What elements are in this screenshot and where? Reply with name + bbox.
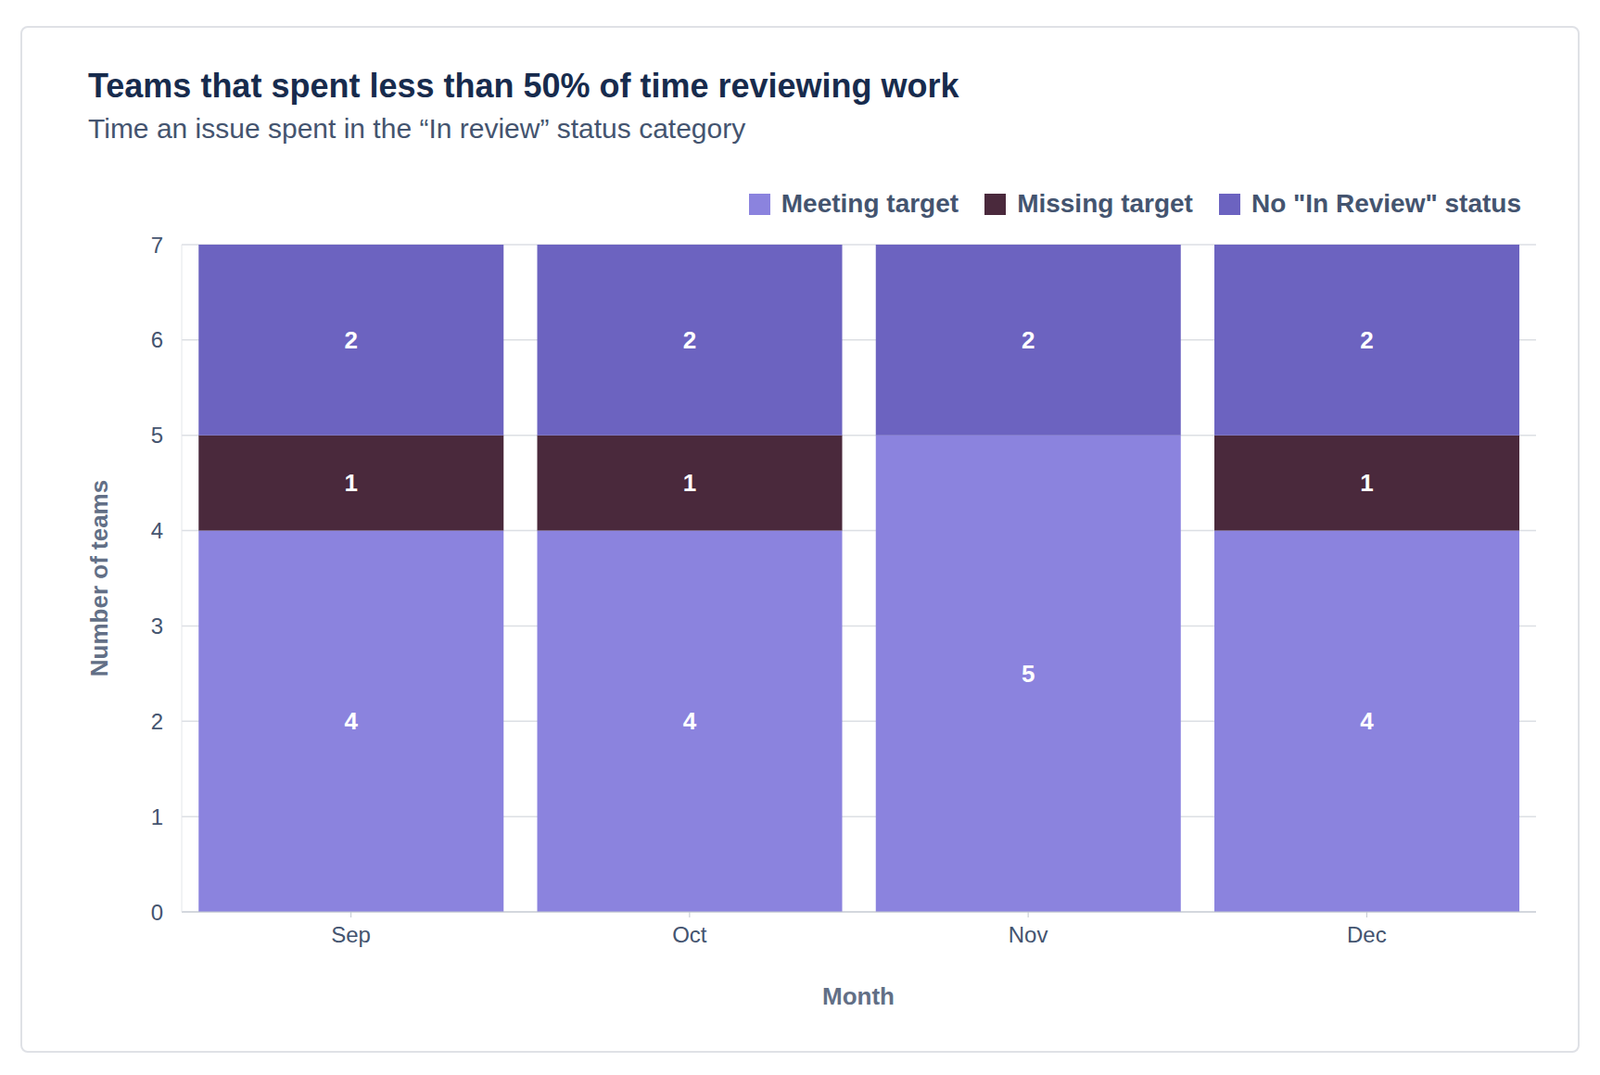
html-text:Meeting target: Meeting target <box>781 189 959 218</box>
html-text:No "In Review" status: No "In Review" status <box>1251 189 1522 218</box>
svg-text:2: 2 <box>1359 326 1373 355</box>
svg-text:Nov: Nov <box>1008 922 1049 948</box>
html-text:Month: Month <box>822 982 895 1010</box>
svg-text:Oct: Oct <box>672 922 708 948</box>
svg-text:4: 4 <box>344 707 359 736</box>
html-text:Time an issue spent in the “In: Time an issue spent in the “In review” s… <box>88 113 746 144</box>
svg-text:1: 1 <box>1359 469 1373 497</box>
svg-text:2: 2 <box>1021 326 1035 355</box>
svg-text:2: 2 <box>344 326 358 355</box>
svg-text:5: 5 <box>1021 660 1035 688</box>
html-text:Teams that spent less than 50%: Teams that spent less than 50% of time r… <box>88 66 960 105</box>
svg-text:6: 6 <box>151 327 164 353</box>
html-text:Number of teams: Number of teams <box>84 480 113 677</box>
svg-text:4: 4 <box>1359 707 1374 736</box>
svg-text:Sep: Sep <box>330 922 371 948</box>
svg-text:4: 4 <box>683 707 698 736</box>
svg-text:2: 2 <box>683 326 697 355</box>
svg-text:2: 2 <box>151 709 164 735</box>
svg-text:1: 1 <box>151 804 164 830</box>
svg-text:7: 7 <box>151 232 164 258</box>
svg-text:0: 0 <box>151 900 164 926</box>
svg-text:Dec: Dec <box>1346 922 1387 948</box>
svg-text:1: 1 <box>683 469 697 497</box>
html-text:Missing target: Missing target <box>1017 189 1193 218</box>
svg-text:3: 3 <box>151 613 164 639</box>
svg-text:5: 5 <box>151 422 164 448</box>
svg-text:4: 4 <box>151 518 164 544</box>
svg-text:1: 1 <box>344 469 358 497</box>
